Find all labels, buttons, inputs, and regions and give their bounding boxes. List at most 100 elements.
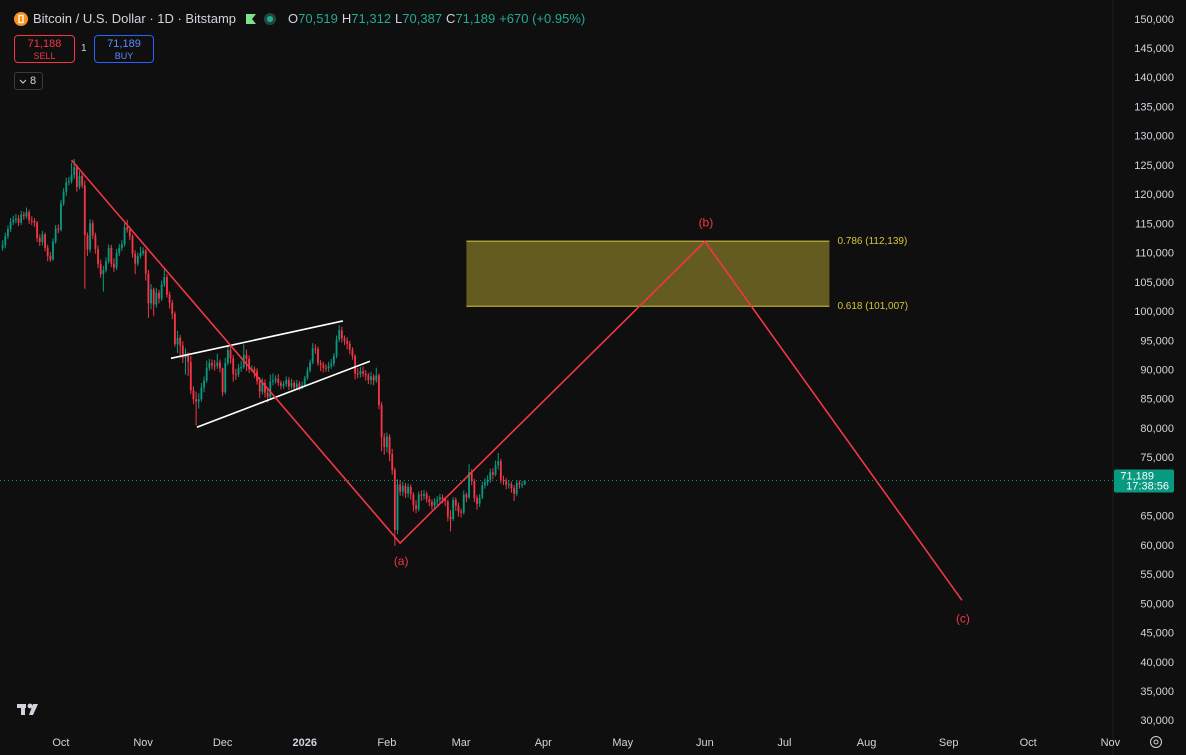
candle-body	[431, 502, 433, 506]
candle-body	[510, 483, 513, 489]
wave-label: (a)	[394, 554, 409, 568]
candle-body	[176, 337, 179, 345]
ohlc-value: 71,189	[455, 11, 496, 26]
candle-body	[36, 222, 39, 238]
candle-body	[14, 218, 17, 220]
ohlc-key: C	[446, 11, 456, 26]
candle-body	[282, 384, 285, 386]
y-tick-label: 60,000	[1140, 540, 1174, 552]
ohlc-key: O	[288, 11, 299, 26]
sell-price: 71,188	[27, 38, 62, 50]
candle-body	[415, 505, 417, 510]
candle-body	[396, 484, 399, 531]
change-label: +670 (+0.95%)	[499, 11, 586, 26]
y-tick-label: 125,000	[1134, 160, 1174, 172]
candle-body	[181, 345, 184, 358]
candle-body	[118, 247, 121, 254]
candle-body	[105, 261, 107, 271]
x-tick-label: Nov	[133, 737, 153, 749]
candle-body	[70, 174, 73, 182]
candle-body	[269, 381, 272, 397]
candle-body	[306, 370, 309, 379]
candle-body	[73, 167, 76, 175]
candle-body	[163, 277, 166, 285]
candle-body	[152, 289, 155, 305]
x-tick-label: Sep	[939, 737, 959, 749]
candle-body	[470, 472, 473, 482]
candle-body	[441, 497, 444, 500]
candle-body	[338, 330, 341, 340]
candle-body	[494, 465, 497, 475]
y-tick-label: 135,000	[1134, 101, 1174, 113]
indicators-toggle[interactable]: 8	[14, 72, 43, 90]
candle-body	[75, 167, 78, 188]
candle-body	[340, 330, 343, 339]
settings-button[interactable]	[1150, 736, 1162, 748]
candle-body	[200, 387, 203, 400]
candle-body	[7, 229, 9, 237]
sell-button[interactable]: 71,188 SELL	[14, 35, 75, 63]
candle-body	[9, 222, 12, 230]
y-tick-label: 45,000	[1140, 628, 1174, 640]
buy-button[interactable]: 71,189 BUY	[94, 35, 154, 63]
candle-body	[232, 358, 235, 375]
candle-body	[417, 494, 420, 510]
candle-body	[343, 338, 346, 341]
candle-body	[502, 479, 505, 481]
ohlc-value: 70,387	[402, 11, 443, 26]
candle-body	[362, 371, 364, 374]
candle-body	[54, 228, 57, 242]
candle-body	[33, 220, 36, 223]
candle-body	[428, 499, 431, 503]
candle-body	[473, 481, 476, 499]
candle-body	[499, 461, 502, 480]
candle-body	[205, 367, 208, 381]
candle-body	[457, 505, 460, 512]
candle-body	[478, 497, 481, 504]
candle-body	[277, 378, 280, 383]
candle-body	[4, 236, 7, 245]
y-tick-label: 140,000	[1134, 72, 1174, 84]
chevron-icon	[19, 79, 27, 84]
candle-body	[489, 472, 492, 480]
y-tick-label: 85,000	[1140, 394, 1174, 406]
candle-body	[351, 349, 354, 356]
candle-body	[486, 479, 489, 483]
y-tick-label: 110,000	[1135, 248, 1174, 260]
bar-countdown: 17:38:56	[1126, 480, 1169, 492]
candle-body	[203, 380, 205, 388]
candle-body	[285, 379, 288, 385]
candle-body	[20, 214, 23, 223]
candle-body	[150, 289, 152, 304]
candle-body	[46, 247, 49, 257]
candle-body	[388, 436, 391, 455]
candle-body	[401, 485, 404, 492]
candle-body	[507, 483, 510, 485]
x-tick-label: Nov	[1101, 737, 1121, 749]
fib-zone	[466, 241, 830, 307]
y-tick-label: 115,000	[1135, 218, 1174, 230]
candle-body	[136, 256, 139, 264]
quantity: 1	[81, 43, 87, 54]
candle-body	[115, 253, 118, 268]
candle-body	[327, 365, 330, 369]
candle-body	[192, 390, 195, 400]
candle-body	[62, 191, 65, 204]
candle-body	[179, 337, 182, 346]
x-tick-label: Apr	[535, 737, 552, 749]
bitcoin-icon	[14, 11, 28, 26]
candle-body	[391, 454, 394, 470]
y-tick-label: 80,000	[1140, 423, 1174, 435]
candle-body	[113, 263, 115, 268]
candle-body	[81, 175, 84, 186]
candle-body	[120, 244, 123, 248]
candle-body	[380, 405, 383, 438]
fib-level-label: 0.618 (101,007)	[837, 301, 908, 312]
candle-body	[433, 501, 436, 506]
candle-body	[359, 371, 362, 375]
y-tick-label: 100,000	[1134, 306, 1174, 318]
candle-body	[293, 382, 296, 388]
last-price-label: 71,189	[1120, 470, 1154, 482]
x-tick-label: Feb	[377, 737, 396, 749]
